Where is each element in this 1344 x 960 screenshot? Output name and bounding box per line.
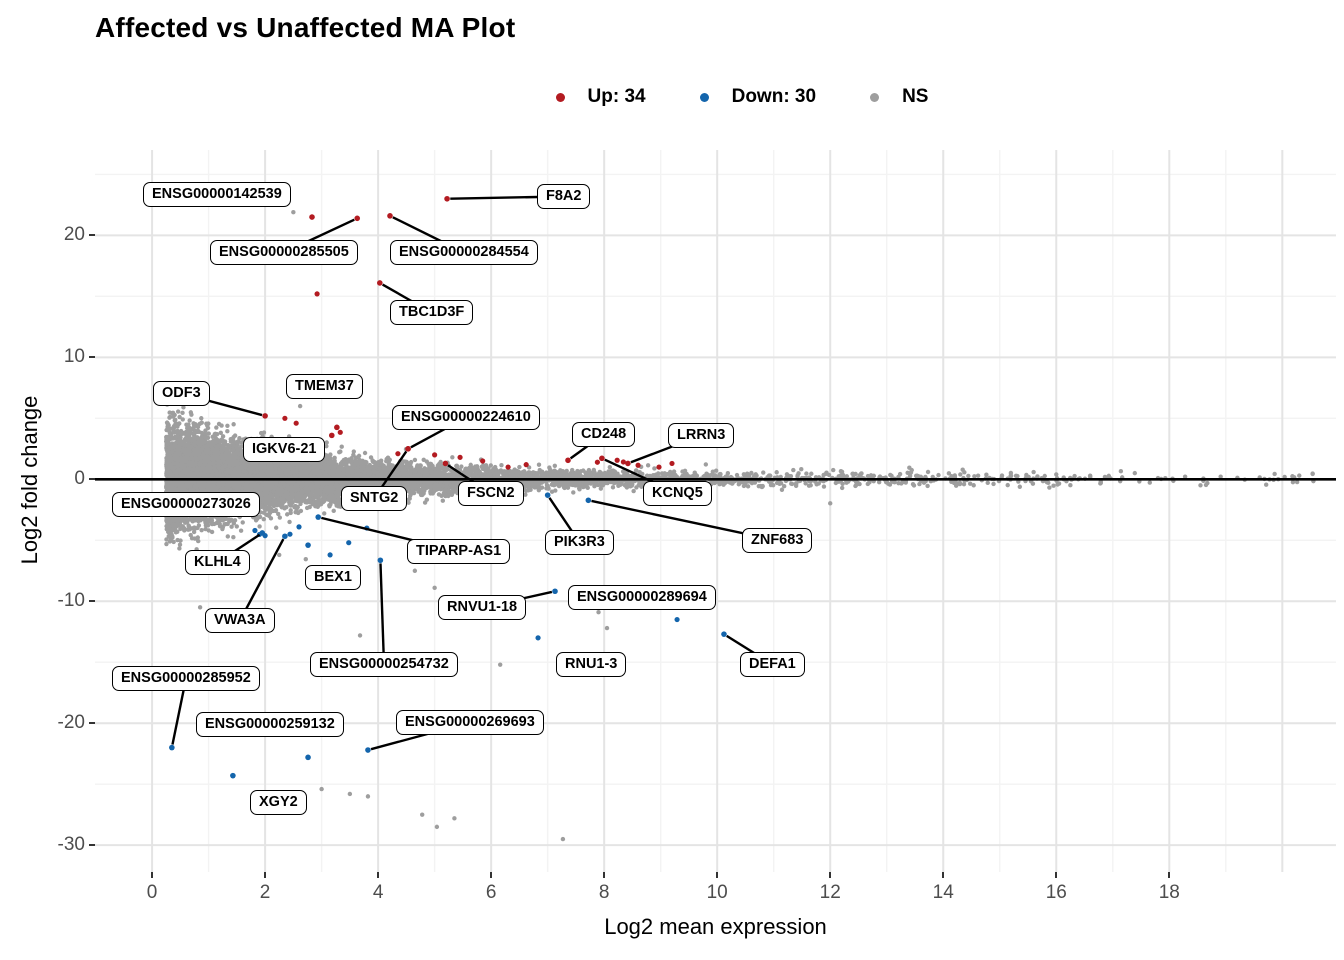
x-tick-label: 0 <box>146 882 158 903</box>
y-tick-mark <box>89 478 95 481</box>
x-tick-mark <box>829 872 832 878</box>
gene-label-SNTG2: SNTG2 <box>341 486 408 511</box>
y-tick-mark <box>89 722 95 725</box>
x-tick-label: 10 <box>706 882 728 903</box>
x-axis-title: Log2 mean expression <box>604 914 827 939</box>
connector-line <box>379 563 386 665</box>
x-tick-mark <box>264 872 267 878</box>
gene-label-PIK3R3: PIK3R3 <box>545 530 614 555</box>
y-tick-label: 20 <box>63 224 85 246</box>
gene-label-FSCN2: FSCN2 <box>458 481 524 506</box>
legend-item-up: Up: 34 <box>555 86 646 108</box>
x-tick-label: 14 <box>932 882 954 903</box>
x-tick-label: 18 <box>1158 882 1180 903</box>
legend-label-up: Up: 34 <box>587 86 646 107</box>
legend: Up: 34 Down: 30 NS <box>0 86 1344 108</box>
gene-label-ODF3: ODF3 <box>153 381 210 406</box>
legend-item-down: Down: 30 <box>699 86 817 108</box>
gene-label-DEFA1: DEFA1 <box>740 652 805 677</box>
x-tick-mark <box>151 872 154 878</box>
gene-label-RNVU1-18: RNVU1-18 <box>438 595 527 620</box>
up-dot-icon <box>555 92 565 102</box>
legend-label-down: Down: 30 <box>731 86 817 107</box>
x-tick-label: 8 <box>598 882 610 903</box>
x-tick-label: 2 <box>259 882 271 903</box>
gene-label-VWA3A: VWA3A <box>205 608 275 633</box>
gene-label-KLHL4: KLHL4 <box>185 550 250 575</box>
gene-label-TIPARP-AS1: TIPARP-AS1 <box>407 539 511 564</box>
gene-label-LRRN3: LRRN3 <box>668 423 735 448</box>
y-axis-title: Log2 fold change <box>17 395 42 565</box>
gene-label-ENSG00000285952: ENSG00000285952 <box>112 666 260 691</box>
gene-label-F8A2: F8A2 <box>537 184 591 209</box>
down-dot-icon <box>699 92 709 102</box>
y-tick-label: -20 <box>57 712 85 734</box>
y-tick-label: -10 <box>57 590 85 612</box>
gene-label-ENSG00000289694: ENSG00000289694 <box>568 585 716 610</box>
chart-title: Affected vs Unaffected MA Plot <box>95 12 516 43</box>
x-tick-mark <box>942 872 945 878</box>
gene-label-TBC1D3F: TBC1D3F <box>390 300 474 325</box>
gene-label-ENSG00000259132: ENSG00000259132 <box>196 712 344 737</box>
gene-label-ENSG00000284554: ENSG00000284554 <box>390 240 538 265</box>
y-tick-label: -30 <box>57 834 85 856</box>
gene-label-XGY2: XGY2 <box>250 790 307 815</box>
gene-label-ENSG00000269693: ENSG00000269693 <box>396 710 544 735</box>
y-tick-mark <box>89 844 95 847</box>
x-tick-mark <box>1168 872 1171 878</box>
gene-label-ENSG00000224610: ENSG00000224610 <box>392 405 540 430</box>
gene-label-ENSG00000142539: ENSG00000142539 <box>143 182 291 207</box>
gene-label-ZNF683: ZNF683 <box>742 528 813 553</box>
gene-labels-layer: ENSG00000142539 F8A2 ENSG00000285505 ENSG00… <box>95 150 1336 872</box>
gene-label-IGKV6-21: IGKV6-21 <box>243 437 326 462</box>
x-tick-mark <box>716 872 719 878</box>
y-tick-label: 10 <box>63 346 85 368</box>
gene-label-ENSG00000285505: ENSG00000285505 <box>210 240 358 265</box>
legend-label-ns: NS <box>902 86 929 107</box>
plot-panel: ENSG00000142539 F8A2 ENSG00000285505 ENSG00… <box>95 150 1336 872</box>
gene-label-CD248: CD248 <box>572 422 636 447</box>
y-tick-label: 0 <box>74 468 85 490</box>
gene-label-KCNQ5: KCNQ5 <box>643 481 712 506</box>
scatter-canvas <box>95 150 1336 872</box>
x-tick-mark <box>490 872 493 878</box>
x-tick-mark <box>1055 872 1058 878</box>
gene-label-ENSG00000254732: ENSG00000254732 <box>310 652 458 677</box>
x-tick-label: 12 <box>819 882 841 903</box>
x-tick-label: 6 <box>485 882 497 903</box>
y-tick-mark <box>89 234 95 237</box>
y-tick-mark <box>89 600 95 603</box>
x-tick-mark <box>377 872 380 878</box>
x-tick-label: 16 <box>1045 882 1067 903</box>
y-tick-mark <box>89 356 95 359</box>
connector-line <box>238 538 285 622</box>
gene-label-ENSG00000273026: ENSG00000273026 <box>112 492 260 517</box>
gene-label-TMEM37: TMEM37 <box>286 374 363 399</box>
gene-label-RNU1-3: RNU1-3 <box>556 652 627 677</box>
x-tick-label: 4 <box>372 882 384 903</box>
ns-dot-icon <box>870 92 880 102</box>
legend-item-ns: NS <box>870 86 928 108</box>
gene-label-BEX1: BEX1 <box>305 565 361 590</box>
x-tick-mark <box>603 872 606 878</box>
